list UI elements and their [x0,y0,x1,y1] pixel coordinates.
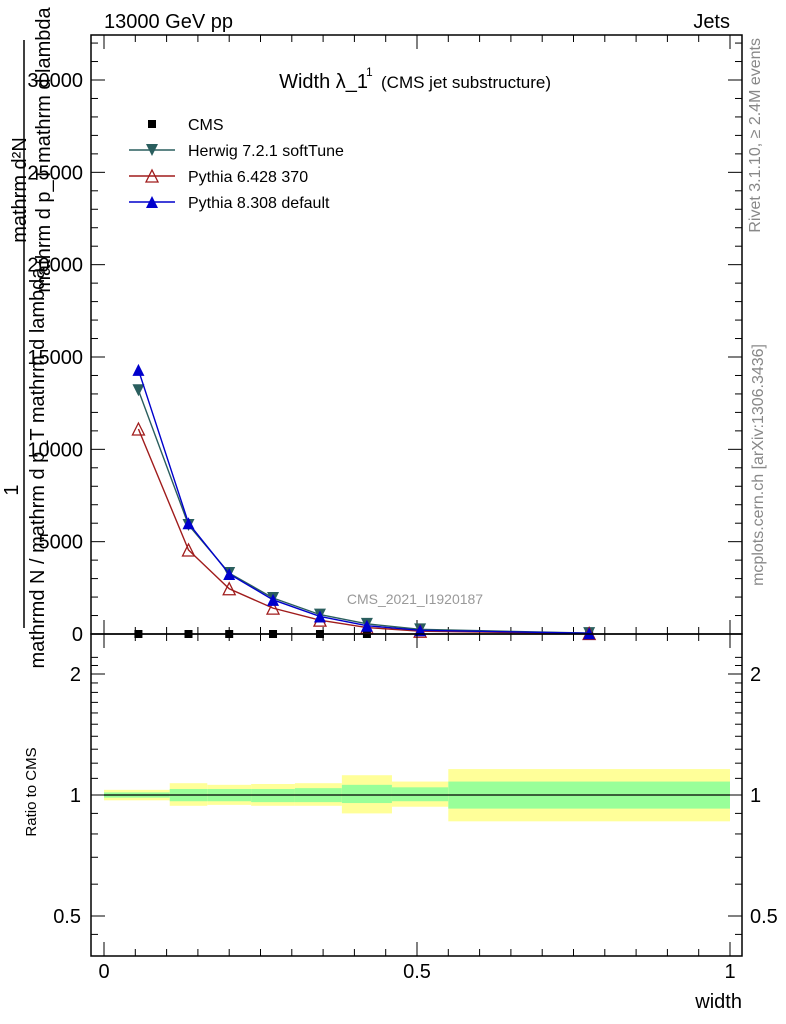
legend-label: Pythia 6.428 370 [188,169,308,186]
y-tick-label: 15000 [27,347,83,369]
y-tick-label: 20000 [27,255,83,277]
svg-text:Width λ_1: Width λ_1 [279,71,368,93]
ratio-band-inner [391,787,449,802]
ratio-y-tick-label: 2 [70,664,81,686]
legend-marker [146,144,158,156]
data-point [182,517,195,530]
data-point [132,384,145,397]
ratio-y-tick-label-right: 1 [750,785,761,807]
x-tick-label: 0 [98,961,109,983]
main-title: Width λ_1 1 (CMS jet substructure) [279,65,551,93]
ratio-y-tick-label-right: 0.5 [750,906,778,928]
legend-label: Herwig 7.2.1 softTune [188,143,344,160]
x-axis-label: width [694,991,742,1013]
legend-label: Pythia 8.308 default [188,195,330,212]
data-point [132,363,145,376]
x-tick-label: 1 [724,961,735,983]
series-line [137,389,590,634]
y-tick-label: 25000 [27,162,83,184]
ylabel-numerator-denominator: mathrm d p_T mathrm d lambda [33,6,55,292]
ratio-axis-ticks [91,634,742,956]
ratio-y-tick-label-right: 2 [750,664,761,686]
main-panel: CMS_2021_I1920187 Width λ_1 1 (CMS jet s… [1,6,743,668]
ratio-panel: 0.5 0.51 12 2 0 0.5 1 Ratio to CMS width [23,633,778,1013]
ratio-y-tick-label: 1 [70,785,81,807]
legend-marker [146,196,158,208]
legend-marker [148,120,156,128]
data-point [181,542,196,557]
header-left: 13000 GeV pp [104,11,233,33]
legend-label: CMS [188,117,224,134]
rivet-label: Rivet 3.1.10, ≥ 2.4M events [747,38,764,233]
main-title-text: Width λ_1 [279,71,368,93]
main-title-superscript: 1 [366,65,373,79]
data-point [267,593,280,606]
ratio-ylabel: Ratio to CMS [23,747,40,836]
data-point [223,567,236,580]
header-right: Jets [693,11,730,33]
mcplots-label: mcplots.cern.ch [arXiv:1306.3436] [750,344,767,586]
y-tick-label: 0 [72,624,83,646]
main-ylabel: mathrm d²N mathrm d p_T mathrm d lambda … [1,6,55,668]
legend: CMS Herwig 7.2.1 softTune Pythia 6.428 370… [129,117,344,212]
ylabel-numerator: mathrm d²N [9,137,31,243]
y-tick-label: 5000 [39,532,84,554]
data-point [360,619,373,632]
watermark: CMS_2021_I1920187 [347,591,483,607]
legend-entry: Pythia 6.428 370 [129,168,308,186]
ratio-frame [90,633,743,957]
series-line [137,369,590,634]
main-y-tick-labels: 0 5000 10000 15000 20000 25000 30000 [27,70,83,646]
y-tick-label: 30000 [27,70,83,92]
ratio-band-inner [341,784,392,804]
legend-entry: Pythia 8.308 default [129,195,330,212]
ratio-x-tick-labels: 0 0.5 1 [98,961,735,983]
data-point [313,610,326,623]
ratio-y-tick-labels: 0.5 0.5 1 1 2 2 [53,664,778,928]
legend-marker [144,168,160,183]
ylabel-denominator: mathrmd N / mathrm d p_T mathrm d lambda [27,267,49,669]
legend-entry: CMS [148,117,224,134]
ylabel-one: 1 [1,484,23,495]
legend-entry: Herwig 7.2.1 softTune [129,143,344,160]
main-subtitle: (CMS jet substructure) [381,73,551,92]
data-point [131,421,146,436]
data-point [265,600,281,615]
ratio-y-tick-label: 0.5 [53,906,81,928]
data-point [222,581,237,596]
y-tick-label: 10000 [27,439,83,461]
x-tick-label: 0.5 [403,961,431,983]
